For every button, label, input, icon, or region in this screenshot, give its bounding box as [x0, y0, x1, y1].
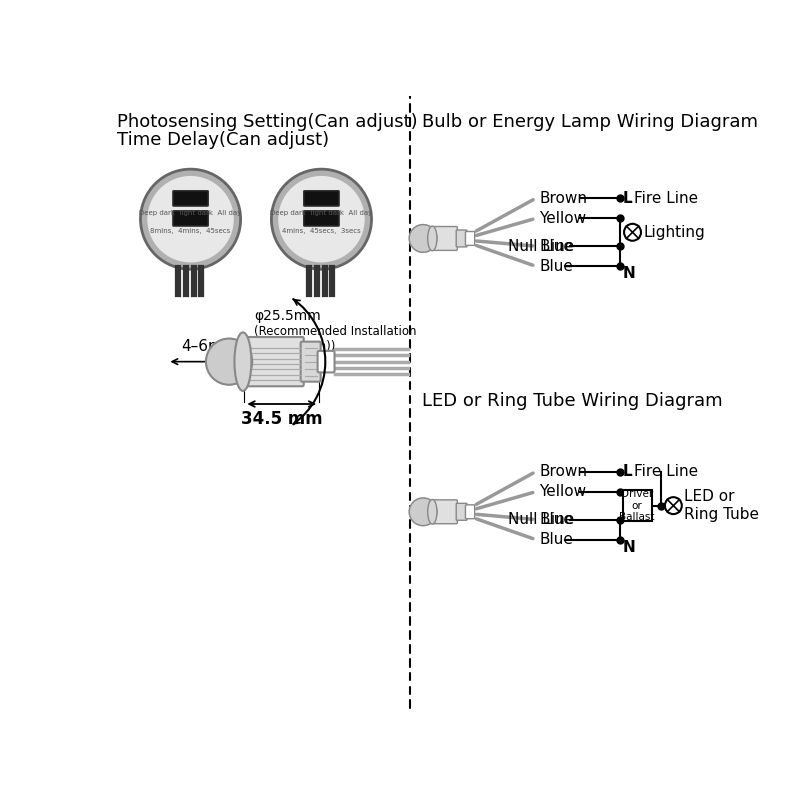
Text: (Recommended Installation
Holeφ26mm)): (Recommended Installation Holeφ26mm)) — [254, 325, 417, 353]
Text: 110°: 110° — [266, 354, 302, 369]
Text: L: L — [622, 191, 632, 206]
FancyBboxPatch shape — [301, 342, 321, 382]
Text: Deep dark  light dark  All day: Deep dark light dark All day — [270, 210, 373, 216]
Text: φ25.5mm: φ25.5mm — [254, 309, 322, 323]
Text: Time Delay(Can adjust): Time Delay(Can adjust) — [118, 130, 330, 149]
Ellipse shape — [428, 226, 437, 250]
FancyBboxPatch shape — [432, 226, 458, 250]
Circle shape — [410, 498, 437, 526]
FancyBboxPatch shape — [466, 231, 474, 246]
Circle shape — [410, 225, 437, 252]
Text: Driver
or
Ballast: Driver or Ballast — [619, 489, 655, 522]
Text: Fire Line: Fire Line — [634, 464, 698, 479]
Text: Null Line: Null Line — [508, 512, 574, 527]
FancyBboxPatch shape — [318, 351, 334, 373]
Text: Lighting: Lighting — [643, 225, 705, 240]
Text: Blue: Blue — [539, 532, 574, 547]
Text: Brown: Brown — [539, 191, 587, 206]
Text: L: L — [622, 464, 632, 479]
Text: Photosensing Setting(Can adjust): Photosensing Setting(Can adjust) — [118, 113, 418, 131]
FancyBboxPatch shape — [173, 190, 208, 206]
Circle shape — [271, 169, 371, 270]
FancyBboxPatch shape — [304, 210, 339, 226]
FancyBboxPatch shape — [456, 230, 467, 247]
Text: 4mins,  45secs,  3secs: 4mins, 45secs, 3secs — [282, 229, 361, 234]
Text: Fire Line: Fire Line — [634, 191, 698, 206]
Text: N: N — [622, 539, 635, 554]
Text: LED or Ring Tube Wiring Diagram: LED or Ring Tube Wiring Diagram — [422, 393, 722, 410]
Text: 34.5 mm: 34.5 mm — [241, 410, 322, 428]
Text: Blue: Blue — [539, 512, 574, 527]
Text: Yellow: Yellow — [539, 484, 586, 499]
Text: Null Line: Null Line — [508, 238, 574, 254]
Text: Bulb or Energy Lamp Wiring Diagram: Bulb or Energy Lamp Wiring Diagram — [422, 113, 758, 131]
Text: N: N — [622, 266, 635, 281]
Text: Yellow: Yellow — [539, 211, 586, 226]
Circle shape — [148, 177, 233, 262]
Text: Blue: Blue — [539, 258, 574, 274]
Circle shape — [279, 177, 364, 262]
Text: Blue: Blue — [539, 238, 574, 254]
FancyBboxPatch shape — [304, 190, 339, 206]
FancyBboxPatch shape — [466, 505, 474, 518]
Text: 8mins,  4mins,  45secs: 8mins, 4mins, 45secs — [150, 229, 230, 234]
Text: Deep dark  light dark  All day: Deep dark light dark All day — [139, 210, 242, 216]
FancyBboxPatch shape — [432, 500, 458, 524]
FancyBboxPatch shape — [243, 337, 304, 386]
Circle shape — [141, 169, 241, 270]
Ellipse shape — [234, 332, 251, 391]
Text: LED or
Ring Tube: LED or Ring Tube — [684, 490, 759, 522]
FancyBboxPatch shape — [622, 490, 652, 521]
Text: 4–6m: 4–6m — [181, 339, 223, 354]
Text: Brown: Brown — [539, 464, 587, 479]
FancyBboxPatch shape — [173, 210, 208, 226]
Circle shape — [206, 338, 252, 385]
Ellipse shape — [428, 499, 437, 524]
FancyBboxPatch shape — [456, 503, 467, 520]
